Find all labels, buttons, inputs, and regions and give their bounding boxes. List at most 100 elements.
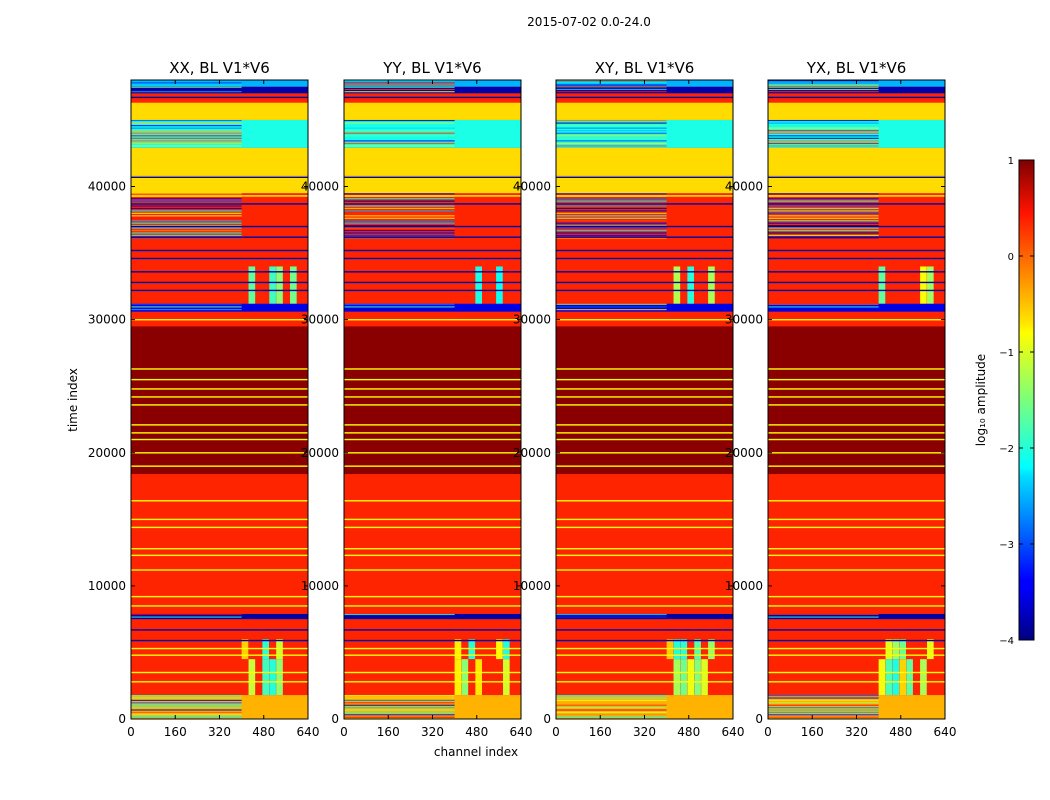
heatmap-band bbox=[344, 102, 521, 120]
x-tick-label: 640 bbox=[934, 725, 957, 739]
heatmap-band bbox=[131, 239, 308, 267]
heatmap-line bbox=[344, 249, 521, 252]
heatmap-line bbox=[768, 257, 945, 260]
x-tick-label: 0 bbox=[340, 725, 348, 739]
heatmap-line bbox=[556, 500, 733, 502]
heatmap-line bbox=[768, 388, 945, 390]
heatmap-noise-row bbox=[768, 704, 879, 706]
heatmap-line bbox=[131, 396, 308, 398]
heatmap-line bbox=[131, 236, 308, 238]
heatmap-line bbox=[131, 639, 308, 642]
heatmap-line bbox=[131, 319, 308, 321]
heatmap-line bbox=[344, 96, 521, 99]
heatmap-line bbox=[344, 388, 521, 390]
heatmap-rfi-column bbox=[899, 659, 907, 696]
heatmap-noise-row bbox=[768, 84, 879, 86]
heatmap-line bbox=[768, 629, 945, 631]
heatmap-line bbox=[768, 654, 945, 656]
suptitle: 2015-07-02 0.0-24.0 bbox=[527, 15, 651, 29]
heatmap-line bbox=[344, 289, 521, 292]
heatmap-line bbox=[556, 404, 733, 406]
x-tick-label: 160 bbox=[589, 725, 612, 739]
heatmap-band bbox=[556, 239, 733, 267]
heatmap-noise-row bbox=[131, 140, 242, 142]
heatmap-line bbox=[768, 452, 945, 454]
y-tick-label: 0 bbox=[331, 712, 339, 726]
heatmap-band bbox=[131, 311, 308, 327]
colorbar-ticks: 1 0 −1 −2 −3 −4 bbox=[999, 156, 1034, 647]
heatmap-noise-row bbox=[131, 616, 242, 618]
heatmap-line bbox=[344, 629, 521, 631]
heatmap-noise-row bbox=[344, 303, 455, 305]
heatmap-line bbox=[344, 195, 521, 197]
heatmap-band bbox=[344, 619, 521, 640]
heatmap-band bbox=[768, 175, 945, 194]
y-tick-label: 30000 bbox=[725, 313, 763, 327]
heatmap-line bbox=[344, 257, 521, 260]
heatmap-noise-row bbox=[768, 697, 879, 699]
panel-yy: YY, BL V1*V6 0 160 320 480 640 0 10000 20000 3000… bbox=[301, 59, 533, 739]
heatmap-line bbox=[556, 432, 733, 434]
heatmap-noise-row bbox=[344, 135, 455, 137]
heatmap-noise-row bbox=[131, 709, 242, 711]
heatmap-noise-row bbox=[556, 212, 667, 214]
heatmap-rfi-column bbox=[276, 266, 283, 304]
heatmap-noise-row bbox=[131, 145, 242, 147]
heatmap-noise-row bbox=[344, 707, 455, 709]
y-tick-label: 40000 bbox=[725, 180, 763, 194]
heatmap-noise-row bbox=[768, 220, 879, 222]
heatmap-noise-row bbox=[344, 145, 455, 147]
heatmap-noise-row bbox=[768, 613, 879, 616]
heatmap-rfi-column bbox=[892, 659, 900, 696]
heatmap-noise-row bbox=[344, 127, 455, 129]
heatmap-noise-row bbox=[131, 132, 242, 134]
heatmap-noise-row bbox=[131, 308, 242, 311]
heatmap-line bbox=[131, 257, 308, 260]
heatmap-line bbox=[344, 595, 521, 598]
heatmap-line bbox=[131, 518, 308, 521]
heatmap-noise-row bbox=[131, 205, 242, 207]
y-tick-label: 40000 bbox=[513, 180, 551, 194]
heatmap-noise-row bbox=[344, 217, 455, 219]
heatmap-line bbox=[131, 404, 308, 406]
heatmap-line bbox=[131, 554, 308, 557]
heatmap-noise-row bbox=[344, 704, 455, 706]
heatmap-line bbox=[556, 257, 733, 260]
heatmap-rfi-column bbox=[461, 659, 469, 696]
heatmap-noise-row bbox=[131, 135, 242, 137]
heatmap-rfi-column bbox=[885, 659, 893, 696]
y-tick-label: 0 bbox=[118, 712, 126, 726]
heatmap-noise-row bbox=[556, 225, 667, 227]
heatmap-line bbox=[556, 639, 733, 642]
heatmap-noise-row bbox=[556, 229, 667, 232]
heatmap-line bbox=[344, 654, 521, 656]
heatmap-band bbox=[556, 619, 733, 640]
y-tick-label: 10000 bbox=[725, 579, 763, 593]
heatmap-line bbox=[344, 465, 521, 467]
heatmap-line bbox=[768, 96, 945, 99]
heatmap-noise-row bbox=[344, 711, 455, 714]
heatmap-line bbox=[556, 569, 733, 571]
colorbar-tick-label: −2 bbox=[999, 444, 1014, 455]
heatmap-band bbox=[131, 147, 308, 176]
heatmap-noise-row bbox=[768, 142, 879, 145]
heatmap-noise-row bbox=[131, 193, 242, 195]
heatmap-line bbox=[768, 681, 945, 683]
heatmap-noise-row bbox=[768, 695, 879, 697]
y-tick-label: 30000 bbox=[301, 313, 339, 327]
x-axis-label: channel index bbox=[434, 745, 518, 759]
heatmap-line bbox=[131, 432, 308, 434]
panel-title: XX, BL V1*V6 bbox=[169, 59, 270, 77]
heatmap-noise-row bbox=[768, 232, 879, 234]
heatmap-band bbox=[768, 659, 945, 696]
heatmap-line bbox=[556, 176, 733, 178]
heatmap-line bbox=[768, 526, 945, 529]
heatmap-line bbox=[556, 452, 733, 454]
panel-title: YX, BL V1*V6 bbox=[806, 59, 907, 77]
heatmap-noise-row bbox=[344, 716, 455, 718]
heatmap-line bbox=[768, 176, 945, 178]
y-tick-label: 30000 bbox=[513, 313, 551, 327]
y-axis-label: time index bbox=[66, 368, 80, 432]
panels: XX, BL V1*V6 0 160 320 480 640 0 10000 20000 3000… bbox=[88, 59, 957, 739]
heatmap-line bbox=[768, 249, 945, 252]
